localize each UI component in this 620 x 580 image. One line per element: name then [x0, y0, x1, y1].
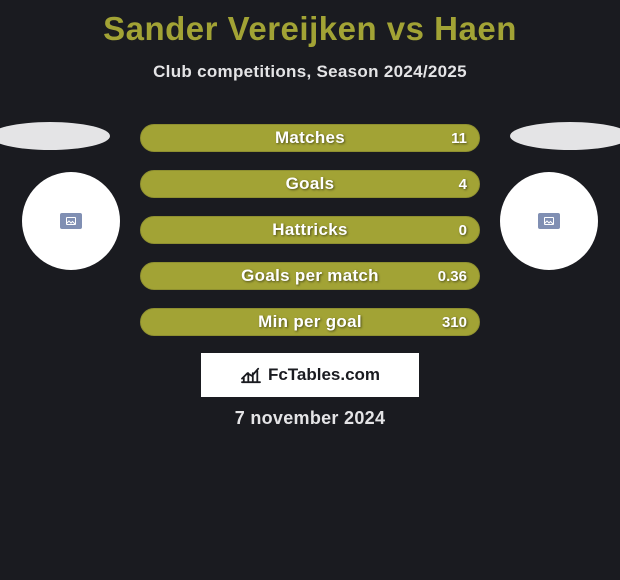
stat-value: 0 — [459, 222, 467, 239]
stat-label: Hattricks — [272, 220, 347, 240]
player-circle-left — [22, 172, 120, 270]
chart-icon — [240, 366, 262, 384]
subtitle: Club competitions, Season 2024/2025 — [0, 62, 620, 82]
date-label: 7 november 2024 — [0, 408, 620, 429]
stat-value: 11 — [451, 130, 467, 147]
stat-value: 310 — [442, 314, 467, 331]
stat-bar: Min per goal 310 — [140, 308, 480, 336]
decor-ellipse-left — [0, 122, 110, 150]
player-circle-right — [500, 172, 598, 270]
stat-label: Min per goal — [258, 312, 362, 332]
page-title: Sander Vereijken vs Haen — [0, 0, 620, 48]
placeholder-icon — [538, 213, 560, 229]
stat-value: 4 — [459, 176, 467, 193]
stat-value: 0.36 — [438, 268, 467, 285]
stat-label: Matches — [275, 128, 345, 148]
stat-bar: Matches 11 — [140, 124, 480, 152]
stat-bar: Goals 4 — [140, 170, 480, 198]
stat-bar: Hattricks 0 — [140, 216, 480, 244]
decor-ellipse-right — [510, 122, 620, 150]
logo-text: FcTables.com — [268, 365, 380, 385]
stat-bars: Matches 11 Goals 4 Hattricks 0 Goals per… — [140, 124, 480, 354]
stat-label: Goals — [286, 174, 335, 194]
placeholder-icon — [60, 213, 82, 229]
source-logo: FcTables.com — [201, 353, 419, 397]
stat-label: Goals per match — [241, 266, 379, 286]
stat-bar: Goals per match 0.36 — [140, 262, 480, 290]
